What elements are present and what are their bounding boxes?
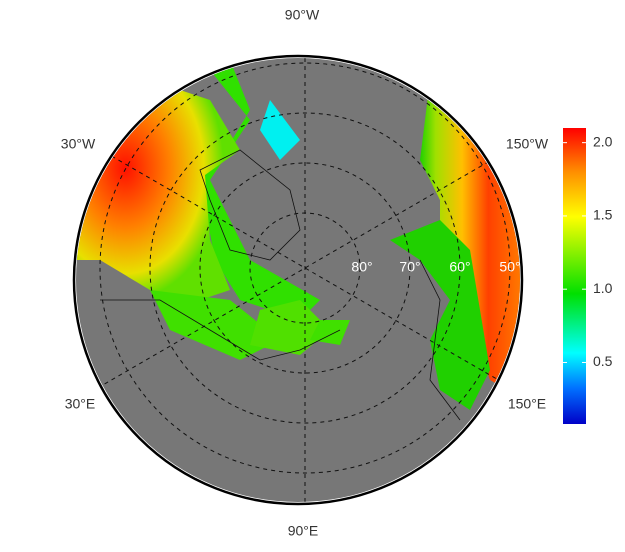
longitude-label: 30°W <box>61 136 96 152</box>
colorbar-tick-label: 1.5 <box>593 207 613 223</box>
longitude-label: 150°E <box>508 396 546 412</box>
latitude-label: 50° <box>499 259 520 275</box>
ocean <box>260 100 300 160</box>
longitude-label: 90°W <box>285 7 320 23</box>
longitude-label: 150°W <box>506 136 549 152</box>
longitude-label: 90°E <box>288 523 319 539</box>
coastline <box>100 299 341 361</box>
colorbar-tick-label: 1.0 <box>593 280 613 296</box>
colorbar-tick-label: 0.5 <box>593 353 613 369</box>
latitude-circle <box>99 62 511 474</box>
meridian <box>76 131 520 405</box>
ocean <box>76 60 320 320</box>
latitude-label: 60° <box>449 259 470 275</box>
latitude-circle <box>199 162 411 374</box>
ocean <box>390 220 490 410</box>
coastline <box>199 149 301 261</box>
map <box>72 54 524 506</box>
ocean <box>250 300 330 355</box>
ocean <box>150 290 280 360</box>
ocean <box>310 320 350 345</box>
latitude-circle <box>149 112 461 424</box>
longitude-label: 30°E <box>65 396 96 412</box>
meridian <box>76 131 520 405</box>
colorbar-tick-label: 2.0 <box>593 133 613 149</box>
latitude-label: 80° <box>351 259 372 275</box>
latitude-label: 70° <box>399 259 420 275</box>
colorbar <box>563 128 586 424</box>
coastline <box>419 259 461 421</box>
